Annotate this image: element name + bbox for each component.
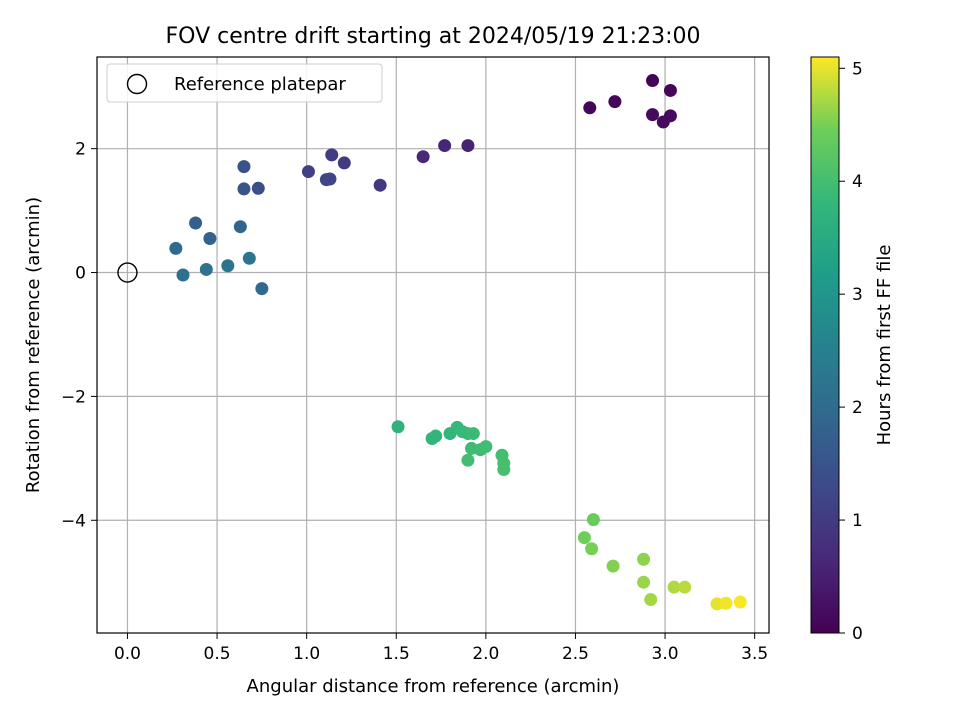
data-point <box>608 95 622 109</box>
colorbar-axis: 0 1 2 3 4 5 <box>839 59 863 644</box>
grid <box>97 57 769 633</box>
data-point <box>479 440 493 454</box>
data-point <box>577 531 591 545</box>
x-tick-label: 0.5 <box>204 644 231 664</box>
data-point <box>199 262 213 276</box>
colorbar-tick-label: 4 <box>852 172 863 192</box>
data-point <box>301 165 315 179</box>
data-point <box>461 453 475 467</box>
colorbar-label: Hours from first FF file <box>874 245 895 446</box>
data-point <box>606 559 620 573</box>
y-tick-label: 0 <box>75 264 86 284</box>
data-point <box>637 575 651 589</box>
data-point <box>237 160 251 174</box>
legend-label: Reference platepar <box>174 74 346 95</box>
data-point <box>466 427 480 441</box>
data-point <box>237 182 251 196</box>
colorbar <box>810 56 840 634</box>
data-point <box>176 268 190 282</box>
x-tick-label: 1.0 <box>293 644 320 664</box>
data-point <box>233 220 247 234</box>
y-tick-label: −2 <box>61 387 86 407</box>
data-point <box>644 593 658 607</box>
data-point <box>323 172 337 186</box>
x-tick-label: 0.0 <box>114 644 141 664</box>
data-points <box>117 74 747 611</box>
data-point <box>585 542 599 556</box>
data-point <box>656 115 670 129</box>
data-point <box>251 181 265 195</box>
data-point <box>586 513 600 527</box>
data-point <box>325 148 339 162</box>
colorbar-tick-label: 0 <box>852 624 863 644</box>
data-point <box>663 83 677 97</box>
data-point <box>391 420 405 434</box>
data-point <box>646 74 660 88</box>
data-point <box>733 595 747 609</box>
colorbar-tick-label: 5 <box>852 59 863 79</box>
data-point <box>438 139 452 153</box>
data-point <box>646 108 660 122</box>
x-axis-label: Angular distance from reference (arcmin) <box>247 676 620 697</box>
data-point <box>255 282 269 296</box>
y-tick-label: 2 <box>75 140 86 160</box>
x-tick-label: 3.5 <box>741 644 768 664</box>
x-tick-label: 2.5 <box>562 644 589 664</box>
colorbar-tick-label: 3 <box>852 285 863 305</box>
y-axis-label: Rotation from reference (arcmin) <box>23 197 44 493</box>
legend-box <box>106 63 383 103</box>
data-point <box>416 150 430 164</box>
data-point <box>497 462 511 476</box>
y-axis: 2 0 −2 −4 <box>61 140 97 531</box>
data-point <box>221 259 235 273</box>
colorbar-tick-label: 2 <box>852 398 863 418</box>
plot-frame <box>96 56 770 634</box>
data-point <box>242 251 256 265</box>
data-point <box>719 596 733 610</box>
x-tick-label: 1.5 <box>383 644 410 664</box>
legend-marker <box>126 73 148 95</box>
data-point <box>429 429 443 443</box>
data-point <box>337 156 351 170</box>
data-point <box>461 139 475 153</box>
data-point <box>678 580 692 594</box>
data-point <box>189 216 203 230</box>
data-point <box>373 178 387 192</box>
data-point <box>667 580 681 594</box>
chart-title: FOV centre drift starting at 2024/05/19 … <box>166 24 701 49</box>
x-tick-label: 2.0 <box>472 644 499 664</box>
reference-marker <box>117 262 138 283</box>
data-point <box>637 552 651 566</box>
data-point <box>203 231 217 245</box>
colorbar-tick-label: 1 <box>852 511 863 531</box>
x-tick-label: 3.0 <box>652 644 679 664</box>
legend: Reference platepar <box>106 63 383 103</box>
x-axis: 0.0 0.5 1.0 1.5 2.0 2.5 3.0 3.5 <box>114 633 768 664</box>
data-point <box>169 241 183 255</box>
data-point <box>583 101 597 115</box>
y-tick-label: −4 <box>61 511 86 531</box>
